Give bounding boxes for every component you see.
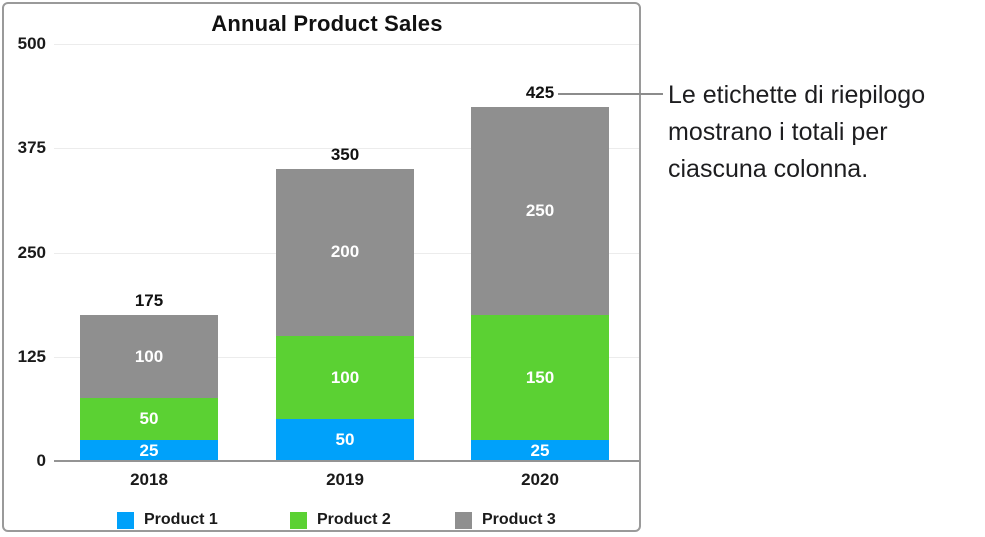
y-tick-label-375: 375	[17, 138, 46, 158]
bar-2018-product-2: 50	[80, 398, 218, 441]
callout-text-line-3: ciascuna colonna.	[668, 155, 869, 183]
x-axis-line	[54, 460, 639, 462]
segment-value-label: 50	[139, 409, 159, 429]
segment-value-label: 200	[330, 242, 360, 262]
segment-value-label: 250	[525, 200, 555, 220]
bar-2019-product-2: 100	[276, 335, 414, 420]
callout-text: Le etichette di riepilogo mostrano i tot…	[668, 77, 925, 188]
bar-2019-product-3: 200	[276, 169, 414, 336]
gridline-500	[54, 44, 639, 45]
segment-value-label: 50	[335, 430, 355, 450]
legend-label-product-3: Product 3	[482, 511, 556, 528]
legend-label-product-2: Product 2	[317, 511, 391, 528]
y-tick-label-250: 250	[17, 242, 46, 262]
total-label-2018: 175	[134, 291, 164, 311]
total-label-2019: 350	[330, 145, 360, 165]
callout-text-line-2: mostrano i totali per	[668, 118, 888, 146]
legend-swatch-product-2	[290, 511, 307, 529]
x-tick-label-2019: 2019	[326, 470, 364, 489]
y-tick-label-0: 0	[36, 451, 46, 470]
bar-2018-product-1: 25	[80, 440, 218, 461]
bar-2020-product-3: 250	[471, 106, 609, 316]
segment-value-label: 25	[139, 440, 159, 460]
segment-value-label: 100	[134, 346, 164, 366]
y-tick-label-125: 125	[17, 346, 46, 366]
bar-2020-product-1: 25	[471, 440, 609, 461]
legend-swatch-product-3	[455, 511, 472, 529]
x-tick-label-2020: 2020	[521, 470, 559, 489]
gridline-375	[54, 148, 639, 150]
segment-value-label: 150	[525, 367, 555, 387]
legend-label-product-1: Product 1	[144, 511, 218, 528]
legend-swatch-product-1	[117, 511, 134, 529]
chart-frame: Annual Product Sales 0 125 250 375 500 25 50 10…	[2, 2, 641, 532]
total-label-2020: 425	[525, 82, 555, 102]
y-tick-label-500: 500	[17, 34, 46, 53]
chart-title: Annual Product Sales	[211, 11, 443, 36]
segment-value-label: 25	[530, 440, 550, 460]
callout-text-line-1: Le etichette di riepilogo	[668, 81, 926, 109]
bar-2018-product-3: 100	[80, 315, 218, 399]
x-tick-label-2018: 2018	[130, 470, 168, 489]
plot-area: 0 125 250 375 500 25 50 100 175 2018 50 100 200 350 20…	[4, 4, 639, 530]
callout-leader-line	[558, 93, 663, 95]
legend-item-product-3: Product 3	[455, 509, 556, 531]
segment-value-label: 100	[330, 367, 360, 387]
bar-2020-product-2: 150	[471, 315, 609, 441]
legend-item-product-2: Product 2	[290, 509, 391, 531]
bar-2019-product-1: 50	[276, 419, 414, 461]
legend-item-product-1: Product 1	[117, 509, 218, 531]
